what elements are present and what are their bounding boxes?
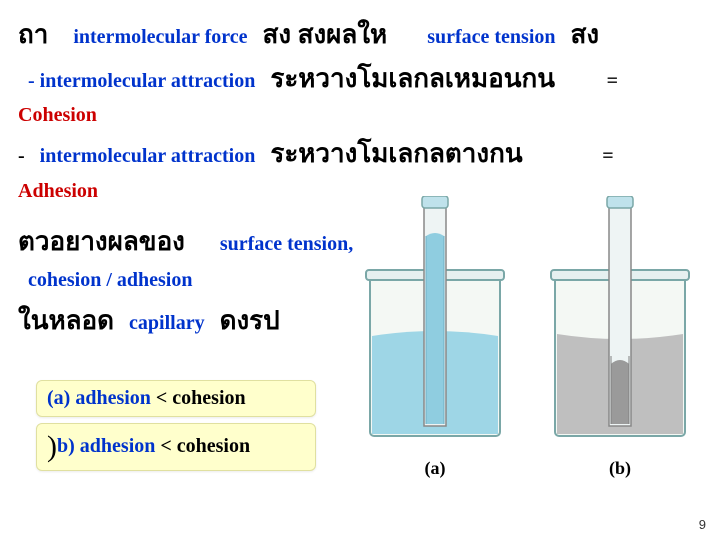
beaker-a [360,196,510,451]
beaker-b [545,196,695,451]
l2-th: ระหวางโมเลกลเหมอนกน [270,64,555,93]
box-b-black: < cohesion [160,435,250,457]
box-a-black: < cohesion [156,387,246,409]
l1-th2: สง สงผลให [263,20,388,49]
l2-cohesion: Cohesion [18,104,97,126]
l5-term: cohesion / adhesion [28,269,192,291]
answer-boxes: (a) adhesion < cohesion )b) adhesion < c… [36,380,316,471]
l6-th2: ดงรป [220,306,280,335]
l3-eq: = [528,140,614,172]
l1-term2: surface tension [427,26,555,48]
beaker-a-svg [360,196,510,446]
page-number: 9 [699,517,706,532]
l6-th1: ในหลอด [18,306,114,335]
l6-term: capillary [129,312,205,334]
l3-adhesion: Adhesion [18,180,98,202]
l1-th3: สง [571,20,600,49]
l3-term: intermolecular attraction [40,145,256,167]
box-a: (a) adhesion < cohesion [36,380,316,417]
line-1: ถา intermolecular force สง สงผลให surfac… [18,14,702,56]
l4-term: surface tension, [220,233,353,255]
l1-th1: ถา [18,20,48,49]
figure-label-a: (a) [360,458,510,479]
l1-term1: intermolecular force [73,26,247,48]
box-b: )b) adhesion < cohesion [36,423,316,471]
l2-eq: = [560,65,618,97]
capillary-figures: (a) (b) [360,196,700,496]
l4-th: ตวอยางผลของ [18,227,185,256]
box-a-blue: (a) adhesion [47,387,151,409]
box-b-paren: ) [47,430,57,463]
line-2: - intermolecular attraction ระหวางโมเลกล… [18,58,702,132]
l3-th: ระหวางโมเลกลตางกน [270,139,522,168]
l2-dash: - [28,70,35,92]
beaker-b-svg [545,196,695,446]
figure-label-b: (b) [545,458,695,479]
box-b-blue: b) adhesion [57,435,155,457]
l2-term: intermolecular attraction [40,70,256,92]
l3-dash: - [18,145,25,167]
